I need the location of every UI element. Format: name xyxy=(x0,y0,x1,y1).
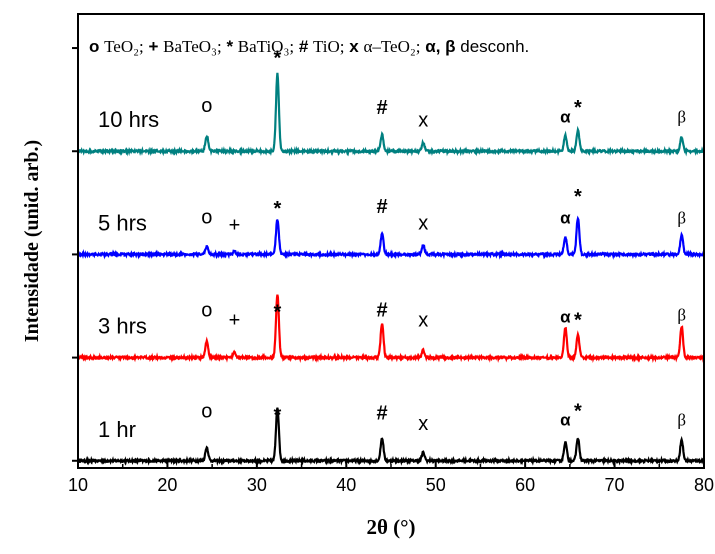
legend-symbol-3: # xyxy=(294,37,313,56)
series-label-5-hrs: 5 hrs xyxy=(98,210,147,235)
peak-mark-2-7: β xyxy=(677,208,686,227)
peak-mark-2-6: * xyxy=(574,186,582,208)
y-ticks-group xyxy=(72,47,78,462)
peak-mark-3-6: β xyxy=(677,107,686,126)
peak-mark-2-0: o xyxy=(201,206,212,228)
legend-label-0: TeO₂; xyxy=(104,37,144,56)
series-line-5-hrs xyxy=(76,215,705,260)
series-labels-group: 1 hr 3 hrs 5 hrs 10 hrs xyxy=(98,107,159,442)
series-label-3-hrs: 3 hrs xyxy=(98,314,147,339)
legend: o TeO₂; + BaTeO₃; * BaTiO₃; # TiO; x α–T… xyxy=(89,37,529,56)
y-axis-label: Intensidade (unid. arb.) xyxy=(21,140,43,342)
series-group xyxy=(76,72,706,467)
x-tick-label-10: 10 xyxy=(68,475,88,495)
legend-symbol-0: o xyxy=(89,37,104,56)
series-line-3-hrs xyxy=(77,294,706,364)
peak-mark-3-2: # xyxy=(376,97,387,119)
x-tick-label-50: 50 xyxy=(426,475,446,495)
peak-mark-1-5: α xyxy=(560,308,571,327)
peak-mark-0-5: * xyxy=(574,400,582,422)
peak-mark-0-1: * xyxy=(274,405,282,427)
peak-mark-3-1: * xyxy=(274,48,282,70)
peak-marks-group: o * # x α * βo + * # x α * βo +* #x α*βo*#x α * β xyxy=(201,48,686,435)
x-tick-label-40: 40 xyxy=(336,475,356,495)
peak-mark-3-3: x xyxy=(418,109,428,131)
legend-symbol-2: * xyxy=(222,37,238,56)
legend-label-5: desconh. xyxy=(460,37,529,56)
x-tick-label-70: 70 xyxy=(605,475,625,495)
peak-mark-2-1: + xyxy=(229,215,241,237)
x-tick-label-30: 30 xyxy=(247,475,267,495)
legend-label-1: BaTeO₃; xyxy=(163,37,222,56)
peak-mark-1-1: + xyxy=(229,310,241,332)
series-line-10-hrs xyxy=(77,72,705,157)
peak-mark-2-3: # xyxy=(376,196,387,218)
legend-symbol-1: + xyxy=(144,37,163,56)
legend-symbol-5: α, β xyxy=(421,37,461,56)
peak-mark-1-7: β xyxy=(677,305,686,324)
x-tick-label-80: 80 xyxy=(694,475,714,495)
plot-frame xyxy=(77,13,705,469)
legend-symbol-4: x xyxy=(345,37,364,56)
peak-mark-2-4: x xyxy=(418,213,428,235)
peak-mark-0-6: β xyxy=(677,411,686,430)
peak-mark-0-2: # xyxy=(376,403,387,425)
peak-mark-3-5: * xyxy=(574,97,582,119)
x-tick-label-60: 60 xyxy=(515,475,535,495)
x-ticks-group: 10 20 30 40 50 60 70 80 xyxy=(68,460,714,495)
peak-mark-2-2: * xyxy=(274,198,282,220)
x-tick-label-20: 20 xyxy=(157,475,177,495)
legend-label-2: BaTiO₃; xyxy=(238,37,294,56)
x-axis-label: 2θ (°) xyxy=(366,515,415,539)
peak-mark-0-0: o xyxy=(201,400,212,422)
peak-mark-1-3: # xyxy=(376,299,387,321)
legend-label-3: TiO; xyxy=(313,37,345,56)
peak-mark-1-6: * xyxy=(574,310,582,332)
peak-mark-3-0: o xyxy=(201,95,212,117)
peak-mark-2-5: α xyxy=(560,208,571,227)
peak-mark-0-4: α xyxy=(560,411,571,430)
peak-mark-1-2: * xyxy=(274,301,282,323)
series-line-1-hr xyxy=(76,407,706,467)
legend-label-4: α–TeO₂; xyxy=(363,37,420,56)
peak-mark-1-4: x xyxy=(418,310,428,332)
series-label-10-hrs: 10 hrs xyxy=(98,107,159,132)
peak-mark-0-3: x xyxy=(418,413,428,435)
legend-text: o TeO₂; + BaTeO₃; * BaTiO₃; # TiO; x α–T… xyxy=(89,37,529,56)
peak-mark-3-4: α xyxy=(560,107,571,126)
peak-mark-1-0: o xyxy=(201,299,212,321)
series-label-1-hr: 1 hr xyxy=(98,417,136,442)
